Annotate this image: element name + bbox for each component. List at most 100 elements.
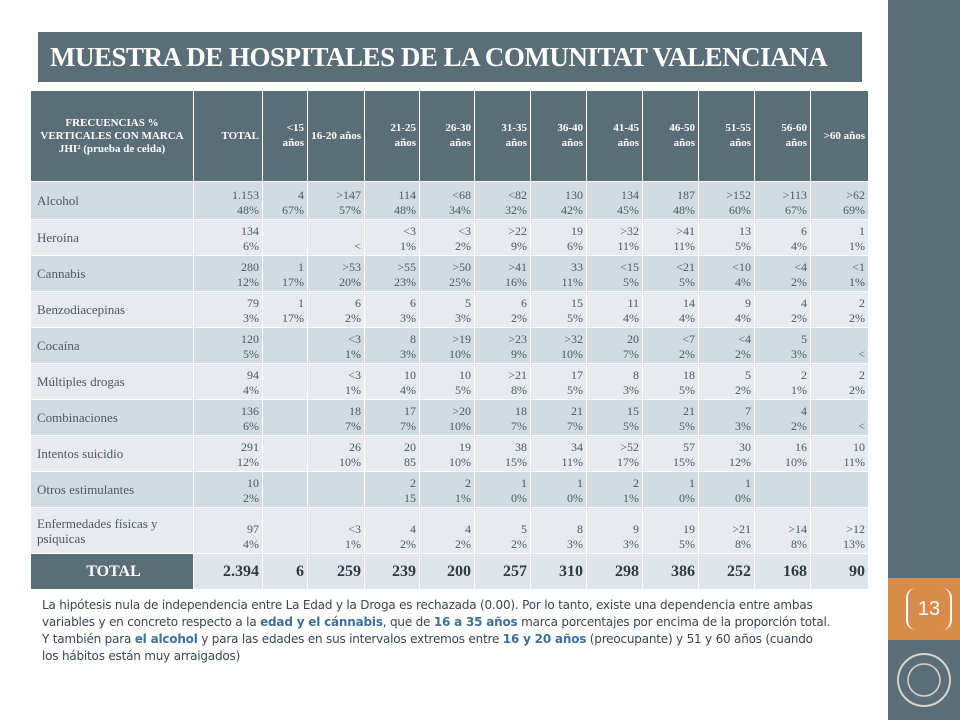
table-cell: <15 5%	[586, 255, 643, 292]
cell-line: <7	[682, 332, 695, 346]
table-cell: 21 5%	[642, 399, 699, 436]
table-cell: 1 0%	[530, 471, 587, 508]
table-cell: 6 2%	[307, 291, 365, 328]
footnote-text: marca porcentajes por encima de la propo…	[42, 615, 831, 646]
table-cell: <10 4%	[698, 255, 755, 292]
table-cell: 18 7%	[474, 399, 531, 436]
cell-line: 3%	[623, 383, 639, 397]
cell-line: 32%	[505, 203, 527, 217]
table-cell: 280 12%	[193, 255, 263, 292]
table-cell: 1 1%	[810, 219, 869, 256]
table-cell: <7 2%	[642, 327, 699, 364]
cell-line: 5%	[679, 383, 695, 397]
table-cell: 57 15%	[642, 435, 699, 472]
cell-line: 291	[241, 440, 259, 454]
table-cell: 9 4%	[698, 291, 755, 328]
seal-logo	[897, 653, 951, 707]
total-cell: 239	[364, 553, 420, 590]
cell-line: 2	[801, 368, 807, 382]
cell-line: 7%	[511, 419, 527, 433]
table-row: Intentos suicidio 291 12% 26 10% 20 85 19 10% 38 1…	[30, 435, 869, 472]
column-header: FRECUENCIAS % VERTICALES CON MARCA JHI² …	[30, 90, 194, 182]
cell-line: 4%	[243, 383, 259, 397]
table-cell: >23 9%	[474, 327, 531, 364]
table-cell: 2 15	[364, 471, 420, 508]
table-cell: 1 0%	[642, 471, 699, 508]
cell-line: 6%	[567, 239, 583, 253]
table-cell: <82 32%	[474, 181, 531, 220]
cell-line: 114	[398, 188, 416, 202]
column-header: <15 años	[262, 90, 308, 182]
cell-line: 2%	[791, 275, 807, 289]
cell-line: 10%	[449, 455, 471, 469]
page-number-box	[888, 578, 960, 640]
table-cell: 187 48%	[642, 181, 699, 220]
cell-line: 2%	[735, 383, 751, 397]
cell-line: 20	[404, 440, 416, 454]
cell-line: 8%	[791, 537, 807, 551]
table-cell: <21 5%	[642, 255, 699, 292]
cell-line: 0%	[567, 491, 583, 505]
cell-line: >50	[452, 260, 471, 274]
cell-line: 1	[521, 476, 527, 490]
cell-line: 5%	[623, 275, 639, 289]
cell-line: 15%	[673, 455, 695, 469]
cell-line: 1	[298, 296, 304, 310]
column-header: 26-30 años	[419, 90, 475, 182]
cell-line: 2	[859, 368, 865, 382]
cell-line: 1	[745, 476, 751, 490]
column-header: 41-45 años	[586, 90, 643, 182]
table-cell: <1 1%	[810, 255, 869, 292]
table-cell	[262, 219, 308, 256]
column-header: TOTAL	[193, 90, 263, 182]
footnote-text: , que de	[382, 615, 434, 629]
cell-line: 1	[689, 476, 695, 490]
cell-line: 20	[627, 332, 639, 346]
table-cell: <4 2%	[698, 327, 755, 364]
row-label: Heroína	[30, 219, 194, 256]
table-row: Cannabis 280 12% 1 17% >53 20% >55 23% >50 25% >41 1…	[30, 255, 869, 292]
table-cell: >22 9%	[474, 219, 531, 256]
table-cell: 1 17%	[262, 291, 308, 328]
table-cell: <	[810, 327, 869, 364]
cell-line: 5	[465, 296, 471, 310]
cell-line: 7%	[345, 419, 361, 433]
table-cell: <	[810, 399, 869, 436]
table-cell: 13 5%	[698, 219, 755, 256]
table-cell: >50 25%	[419, 255, 475, 292]
cell-line: 48%	[673, 203, 695, 217]
cell-line: 38	[515, 440, 527, 454]
cell-line: 187	[677, 188, 695, 202]
cell-line: 11%	[561, 455, 583, 469]
cell-line: 7%	[400, 419, 416, 433]
cell-line: 12%	[237, 455, 259, 469]
row-label: Enfermedades físicas y psíquicas	[30, 507, 194, 554]
cell-line: 34	[571, 440, 583, 454]
row-label: Cocaína	[30, 327, 194, 364]
cell-line: 17%	[282, 311, 304, 325]
cell-line: 6	[410, 296, 416, 310]
cell-line: 67%	[282, 203, 304, 217]
cell-line: 3%	[623, 537, 639, 551]
table-cell: 15 5%	[586, 399, 643, 436]
column-header: 51-55 años	[698, 90, 755, 182]
cell-line: 2%	[345, 311, 361, 325]
cell-line: 1	[298, 260, 304, 274]
table-cell: 9 3%	[586, 507, 643, 554]
cell-line: 60%	[729, 203, 751, 217]
cell-line: >21	[732, 522, 751, 536]
cell-line: >14	[788, 522, 807, 536]
table-cell: 114 48%	[364, 181, 420, 220]
cell-line: 8%	[735, 537, 751, 551]
table-cell: <68 34%	[419, 181, 475, 220]
table-cell	[262, 399, 308, 436]
cell-line: 5%	[243, 347, 259, 361]
table-cell: 134 6%	[193, 219, 263, 256]
table-cell: 79 3%	[193, 291, 263, 328]
table-cell: <3 1%	[307, 507, 365, 554]
cell-line: <10	[732, 260, 751, 274]
total-cell: 168	[754, 553, 811, 590]
cell-line: 17	[571, 368, 583, 382]
cell-line: 5%	[735, 239, 751, 253]
table-cell: 5 3%	[754, 327, 811, 364]
